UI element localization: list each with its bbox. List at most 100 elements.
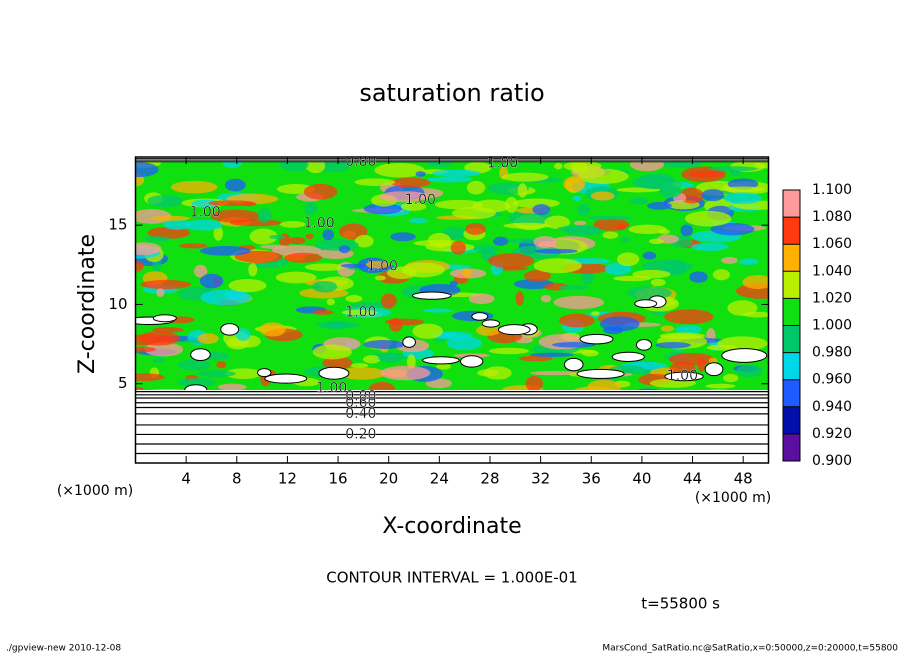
field-blob [487,253,535,269]
colorbar-cell [783,271,800,299]
field-blob [305,233,314,240]
field-blob [515,291,524,306]
y-axis-label: Z-coordinate [75,234,100,374]
field-blob [688,170,724,178]
field-blob [258,208,272,223]
field-blob-white [411,291,452,300]
field-blob-white [220,323,240,336]
field-blob [197,333,219,344]
field: 0.80 1.001.001.001.001.001.001.001.000.80… [135,155,769,463]
x-tick-label: 24 [430,470,449,488]
field-blob [557,225,600,232]
field-blob [602,231,619,239]
field-blob [422,308,453,313]
field-blob-white [721,348,768,363]
field-blob [709,166,758,172]
colorbar-cell [783,298,800,326]
field-blob [632,269,671,279]
field-blob [599,316,640,332]
x-tick-label: 44 [683,470,702,488]
field-blob [199,246,251,256]
field-blob-white [576,368,625,379]
colorbar-cell [783,244,800,272]
upper-region [135,157,769,162]
field-blob [534,248,578,254]
field-blob [650,278,666,287]
field-blob [228,279,267,293]
field-blob [710,222,755,236]
field-blob [363,203,403,215]
field-blob [374,162,425,178]
field-blob [572,195,582,202]
field-blob [533,236,557,248]
field-blob [135,346,156,353]
field-blob [138,331,180,346]
contour-label: 0.60 [345,395,376,411]
field-blob [664,309,714,325]
field-blob [689,271,708,283]
field-blob-white [611,351,645,362]
field-blob [684,210,732,227]
field-blob [213,226,224,241]
colorbar-label: 0.920 [812,426,852,442]
field-blob [135,242,162,256]
field-blob [363,340,406,349]
field-blob [143,236,172,242]
x-tick-label: 4 [181,470,191,488]
field-blob [616,223,627,231]
field-blob [259,322,286,337]
field-blob [462,268,472,278]
field-blob [736,364,763,378]
field-blob [712,269,730,281]
field-blob [680,224,693,237]
field-blob [412,323,443,339]
contour-label: 1.00 [367,258,398,274]
y-tick-label: 5 [118,374,128,392]
field-blob [468,293,495,305]
field-blob [140,279,192,290]
field-blob [152,357,166,363]
contour-label: 1.00 [316,380,347,396]
field-blob [525,375,543,392]
chart-title: saturation ratio [359,79,544,107]
field-blob [573,220,587,226]
colorbar-cell [783,433,800,461]
x-axis-label: X-coordinate [382,514,521,539]
field-blob [156,288,165,298]
field-blob [234,250,283,263]
y-unit: (×1000 m) [57,483,133,499]
field-blob [288,237,306,245]
field-blob [338,367,386,380]
field-blob [349,363,369,368]
field-blob [170,180,218,194]
field-blob [284,252,322,263]
field-blob [518,355,553,362]
field-blob [208,200,255,207]
field-blob [177,378,216,388]
field-blob [191,199,220,208]
field-blob [616,252,640,267]
x-tick-label: 12 [278,470,297,488]
field-blob [628,224,667,234]
field-blob [235,328,251,342]
field-blob [326,298,335,306]
field-blob [415,171,426,177]
field-blob [483,366,512,380]
field-blob [476,324,501,336]
field-blob [503,222,551,229]
field-blob [434,199,483,210]
contour-label: 1.00 [487,155,518,171]
field-blob-white [264,373,308,384]
field-blob [723,192,762,205]
contour-label: 1.00 [667,368,698,384]
field-blob-white [481,319,501,328]
field-blob [466,180,486,195]
field-blob [668,352,715,366]
field-blob [577,204,591,216]
field-blob [279,220,306,228]
field-blob [488,347,530,355]
field-blob [354,178,396,186]
field-blob [193,264,208,278]
field-blob [345,295,363,303]
